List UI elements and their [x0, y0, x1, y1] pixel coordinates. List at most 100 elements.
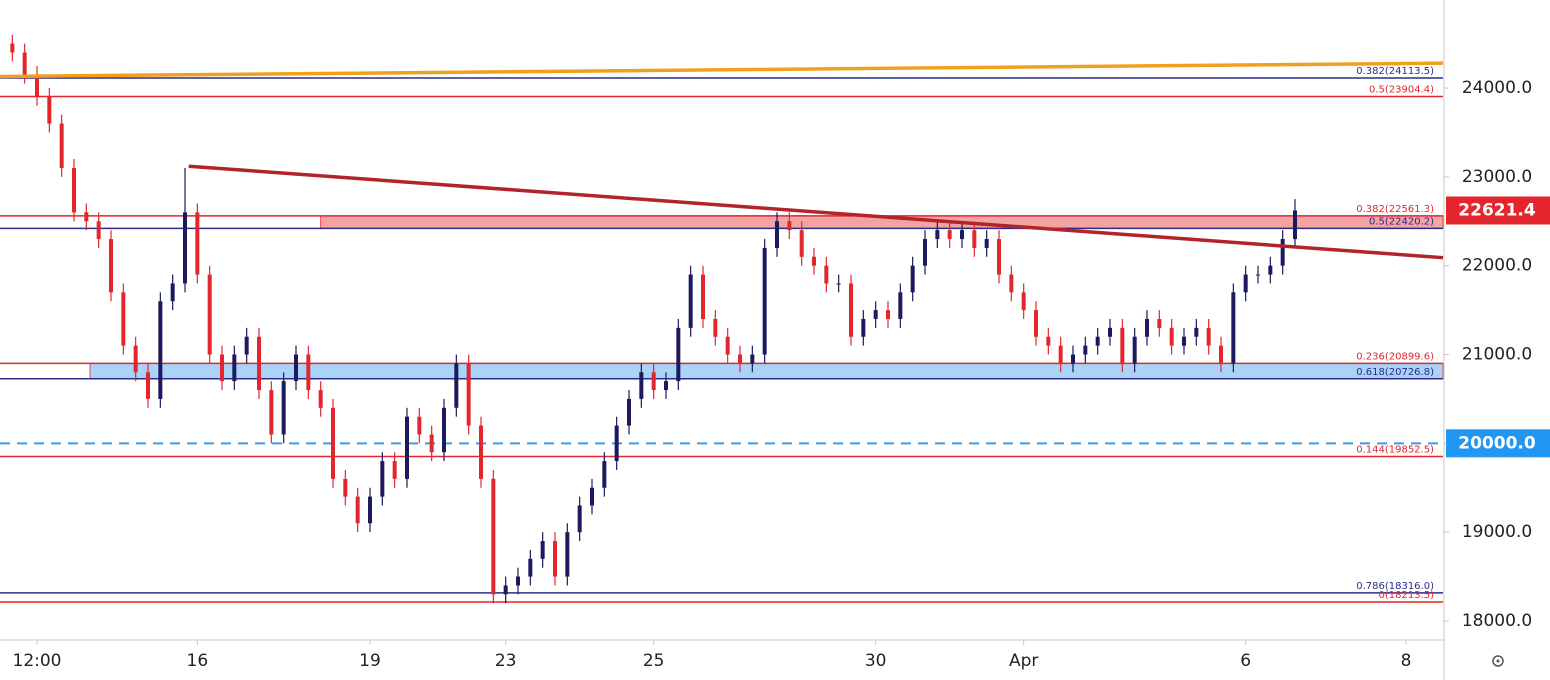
candle-body: [306, 354, 311, 391]
candle-body: [133, 345, 138, 373]
candle-body: [170, 283, 175, 302]
candle-body: [503, 585, 508, 595]
y-tick-label: 23000.0: [1462, 167, 1532, 187]
fib-label: 0.382(22561.3): [1356, 204, 1434, 215]
candle-body: [1083, 345, 1088, 355]
candle-body: [269, 390, 274, 435]
candle-body: [183, 212, 187, 284]
candle-body: [281, 381, 286, 435]
candle-body: [232, 354, 237, 382]
candle-body: [627, 398, 631, 426]
x-tick-label: 23: [495, 651, 517, 671]
candle-body: [1046, 336, 1051, 346]
candle-body: [836, 283, 841, 285]
fib-label: 0.5(22420.2): [1369, 216, 1434, 227]
candle-body: [1058, 345, 1063, 364]
candle-body: [454, 363, 459, 408]
x-tick-label: 8: [1401, 651, 1412, 671]
candle-body: [72, 167, 76, 213]
candle-body: [676, 327, 681, 382]
candle-body: [466, 363, 471, 426]
x-tick-label: 12:00: [13, 651, 62, 671]
candle-body: [1293, 210, 1297, 240]
candle-body: [1256, 274, 1260, 276]
candle-body: [355, 496, 360, 524]
candle-body: [651, 372, 656, 391]
candle-body: [380, 461, 385, 497]
x-tick-label: Apr: [1009, 651, 1038, 671]
candle-body: [984, 239, 989, 248]
y-tick-label: 18000.0: [1462, 611, 1532, 631]
candle-body: [565, 532, 570, 577]
fib-label: 0.786(18316.0): [1356, 581, 1434, 592]
fib-label: 0(18213.5): [1378, 590, 1434, 601]
x-tick-label: 19: [359, 651, 381, 671]
candle-body: [762, 247, 767, 355]
candle-body: [898, 292, 903, 319]
candle-body: [639, 372, 644, 399]
y-tick-label: 19000.0: [1462, 522, 1532, 542]
candle-body: [368, 496, 372, 524]
candle-body: [738, 354, 742, 364]
candle-body: [688, 274, 693, 328]
fib-label: 0.618(20726.8): [1356, 367, 1434, 378]
candle-body: [787, 221, 792, 231]
candle-body: [146, 372, 150, 399]
y-tick-label: 21000.0: [1462, 345, 1532, 365]
candle-body: [318, 390, 323, 408]
candle-body: [1243, 274, 1248, 293]
trendline: [0, 61, 1444, 79]
candle-body: [1219, 345, 1223, 364]
candle-body: [1182, 336, 1186, 346]
gear-center[interactable]: [1496, 659, 1500, 663]
trendline: [188, 164, 1444, 260]
candle-body: [873, 310, 878, 319]
candle-body: [1280, 239, 1285, 266]
candle-body: [713, 318, 718, 337]
candle-body: [1157, 318, 1162, 328]
x-tick-label: 16: [187, 651, 209, 671]
candle-body: [1145, 318, 1149, 337]
candle-body: [109, 239, 113, 293]
x-tick-label: 25: [643, 651, 665, 671]
x-tick-label: 30: [865, 651, 887, 671]
candle-body: [22, 52, 27, 75]
candle-body: [590, 487, 594, 506]
candle-body: [910, 265, 915, 293]
candle-body: [960, 230, 964, 240]
zone: [89, 363, 1444, 380]
candle-body: [491, 478, 496, 595]
plot: 0.382(24113.5) 0.5(23904.4) 0.382(22561.3)…: [0, 34, 1444, 604]
candle-body: [935, 230, 940, 240]
candle-body: [1206, 327, 1211, 346]
candle-body: [1108, 327, 1112, 337]
candle-body: [701, 274, 705, 319]
candle-body: [972, 230, 977, 248]
candle-body: [10, 43, 15, 53]
candle-body: [614, 425, 619, 462]
candle-body: [602, 461, 607, 488]
candle-body: [664, 381, 668, 391]
candle-body: [442, 407, 446, 453]
candle-body: [540, 541, 545, 559]
candle-body: [47, 96, 52, 124]
candle-body: [812, 256, 816, 266]
candle-body: [1194, 327, 1199, 337]
settings-icon[interactable]: [1492, 655, 1504, 667]
candle-body: [405, 416, 409, 479]
fib-label: 0.144(19852.5): [1356, 444, 1434, 455]
candle-body: [516, 576, 520, 586]
candle-body: [244, 336, 249, 355]
candle-body: [947, 230, 952, 240]
x-tick-label: 6: [1240, 651, 1251, 671]
candle-body: [824, 265, 829, 284]
candle-body: [861, 318, 866, 337]
gear[interactable]: [1492, 655, 1504, 667]
price-tag: [1446, 196, 1550, 225]
y-tick-label: 22000.0: [1462, 256, 1532, 276]
candle-body: [849, 283, 853, 337]
candle-body: [1132, 336, 1137, 364]
candle-body: [35, 74, 39, 97]
candle-body: [1021, 292, 1026, 311]
